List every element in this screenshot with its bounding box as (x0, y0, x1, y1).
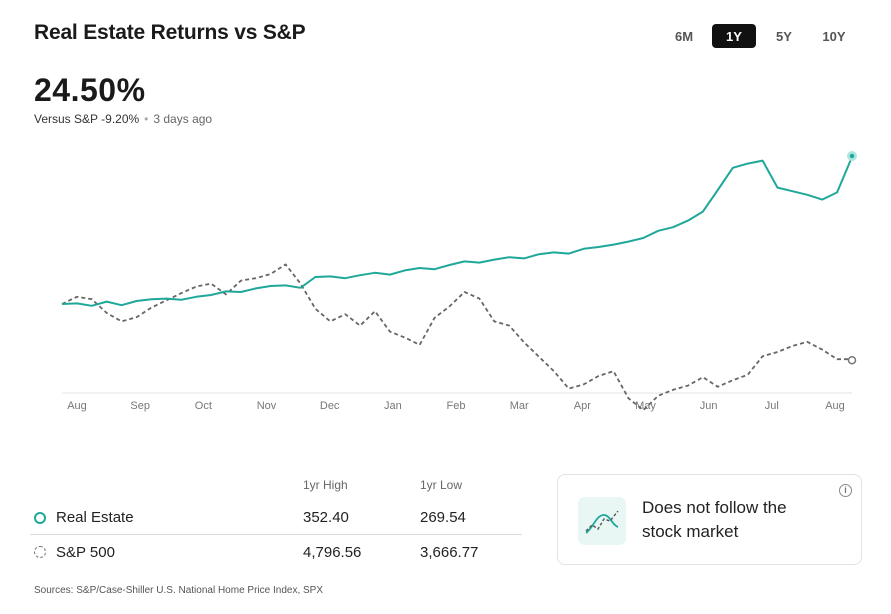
tab-1y[interactable]: 1Y (712, 24, 756, 48)
tab-10y[interactable]: 10Y (822, 28, 846, 44)
sp500-series-line (61, 263, 852, 412)
summary-subline: Versus S&P -9.20% • 3 days ago (34, 112, 212, 126)
stats-header-high: 1yr High (303, 478, 348, 492)
x-tick-label: Aug (825, 400, 845, 412)
stats-row-real-estate: Real Estate 352.40 269.54 (30, 501, 522, 535)
stats-name: Real Estate (56, 509, 134, 526)
stats-high: 4,796.56 (303, 543, 362, 561)
updated-text: 3 days ago (153, 112, 213, 126)
sp500-legend-icon (34, 546, 46, 558)
page-title: Real Estate Returns vs S&P (34, 21, 306, 44)
versus-text: Versus S&P -9.20% (34, 112, 140, 126)
stats-low: 269.54 (420, 509, 466, 526)
sp500-end-marker (847, 355, 857, 365)
insight-card: Does not follow the stock market i (557, 474, 862, 565)
range-tabs: 6M 1Y 5Y 10Y (662, 24, 862, 48)
x-tick-label: Jul (765, 400, 779, 412)
x-tick-label: May (635, 400, 656, 412)
stats-name: S&P 500 (56, 543, 115, 561)
x-tick-label: Nov (257, 400, 277, 412)
stats-header-low: 1yr Low (420, 478, 463, 492)
returns-line-chart[interactable]: Aug Sep Oct Nov Dec Jan Feb Mar Apr May Jun Jul Aug (0, 140, 891, 415)
sources-note: Sources: S&P/Case-Shiller U.S. National … (34, 585, 324, 596)
scatter-trend-icon (578, 497, 626, 545)
x-tick-label: Sep (130, 400, 150, 412)
x-tick-label: Aug (67, 400, 87, 412)
stats-low: 3,666.77 (420, 543, 479, 561)
tab-6m[interactable]: 6M (674, 28, 694, 44)
stats-high: 352.40 (303, 509, 349, 526)
tab-5y[interactable]: 5Y (776, 28, 792, 44)
real-estate-legend-icon (34, 511, 46, 524)
return-value: 24.50% (34, 72, 146, 108)
x-tick-label: Apr (574, 400, 591, 412)
stats-row-sp500: S&P 500 4,796.56 3,666.77 (30, 535, 522, 569)
x-tick-label: Mar (510, 400, 529, 412)
x-tick-label: Jun (700, 400, 718, 412)
x-tick-label: Jan (384, 400, 402, 412)
x-tick-label: Oct (195, 400, 212, 412)
x-tick-label: Dec (320, 400, 340, 412)
separator-dot: • (144, 112, 149, 126)
info-icon[interactable]: i (839, 484, 852, 497)
real-estate-series-line (61, 156, 853, 307)
real-estate-end-marker (849, 153, 855, 159)
insight-text: Does not follow the stock market (642, 498, 787, 541)
x-tick-label: Feb (447, 400, 466, 412)
